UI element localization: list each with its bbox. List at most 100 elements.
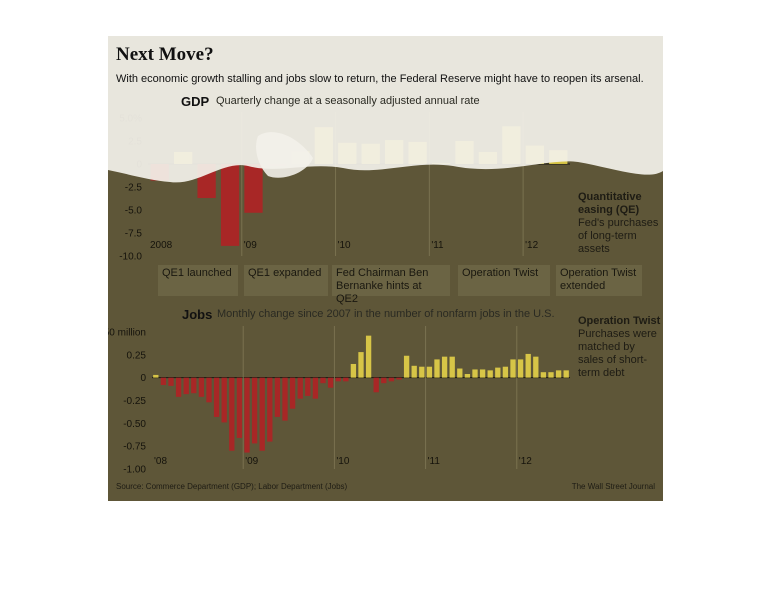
jobs-bar <box>221 377 227 423</box>
jobs-bar <box>419 366 425 378</box>
jobs-bar <box>327 377 334 388</box>
jobs-bar <box>335 377 341 382</box>
jobs-bar <box>191 377 197 394</box>
event-label: QE1 launched <box>162 267 232 279</box>
event-qe1-launched: QE1 launched <box>158 265 238 296</box>
jobs-bar <box>388 377 395 382</box>
jobs-bar <box>175 377 182 397</box>
qe-annotation: Quantitative easing (QE) Fed's purchases… <box>578 191 662 256</box>
jobs-bar <box>236 377 243 438</box>
jobs-y-tick-label: -0.50 <box>123 419 146 430</box>
jobs-bar <box>320 377 326 384</box>
jobs-bar <box>441 356 448 378</box>
event-operation-twist-extended: Operation Twist extended <box>556 265 642 296</box>
jobs-bar <box>350 363 357 378</box>
jobs-bar <box>168 377 174 386</box>
jobs-bar <box>548 372 554 378</box>
qe-annotation-text: Fed's purchases of long-term assets <box>578 217 659 255</box>
gdp-bar <box>220 164 240 246</box>
jobs-bar <box>251 377 258 444</box>
jobs-bar <box>183 377 189 395</box>
jobs-bar <box>153 374 159 378</box>
jobs-y-tick-label: -0.25 <box>123 396 146 407</box>
gdp-chart-title: GDP <box>181 94 210 109</box>
jobs-bar <box>555 370 562 378</box>
jobs-bar <box>373 377 379 393</box>
jobs-bar <box>297 377 303 399</box>
event-label: Operation Twist extended <box>560 267 637 292</box>
qe-annotation-title: Quantitative easing (QE) <box>578 191 642 216</box>
jobs-x-tick-label: '09 <box>245 456 258 467</box>
jobs-y-tick-label: 0.50 million <box>108 328 146 339</box>
jobs-bar <box>305 377 311 396</box>
jobs-bar <box>259 377 265 451</box>
jobs-bar <box>487 370 493 378</box>
jobs-y-tick-label: -0.75 <box>123 442 146 453</box>
jobs-bar <box>198 377 205 397</box>
jobs-bar <box>533 356 539 378</box>
jobs-bar <box>434 359 440 378</box>
jobs-x-tick-label: '10 <box>336 456 349 467</box>
jobs-y-tick-label: 0 <box>140 373 146 384</box>
jobs-bars <box>153 335 569 453</box>
jobs-bar <box>449 356 455 378</box>
gdp-y-tick-label: -7.5 <box>125 229 143 240</box>
event-label: Operation Twist <box>462 267 539 279</box>
jobs-bar <box>312 377 319 399</box>
gdp-chart-subtitle: Quarterly change at a seasonally adjuste… <box>216 95 480 107</box>
jobs-bar <box>160 377 167 385</box>
jobs-bar <box>229 377 235 451</box>
twist-annotation-title: Operation Twist <box>578 315 661 327</box>
jobs-bar <box>411 365 417 378</box>
jobs-y-tick-label: 0.25 <box>127 350 147 361</box>
jobs-bar <box>244 377 250 453</box>
event-qe1-expanded: QE1 expanded <box>244 265 328 296</box>
jobs-bar <box>495 367 501 378</box>
gdp-bar <box>244 164 263 213</box>
page-title: Next Move? <box>116 44 214 65</box>
jobs-bar <box>358 352 364 378</box>
jobs-bar <box>563 370 569 378</box>
gdp-x-tick-label: '12 <box>525 240 538 251</box>
jobs-chart-subtitle: Monthly change since 2007 in the number … <box>217 308 555 320</box>
gdp-x-tick-label: '11 <box>431 240 444 251</box>
jobs-chart-title: Jobs <box>182 307 213 322</box>
jobs-bar <box>517 359 524 378</box>
jobs-bar <box>206 377 212 403</box>
jobs-bar <box>472 369 478 378</box>
source-note: Source: Commerce Department (GDP); Labor… <box>116 482 348 491</box>
jobs-bar <box>396 377 402 380</box>
event-label: Fed Chairman Ben Bernanke hints at QE2 <box>336 267 429 305</box>
gdp-x-tick-label: 2008 <box>150 240 173 251</box>
jobs-bar <box>457 368 463 378</box>
credit-note: The Wall Street Journal <box>571 482 655 491</box>
gdp-y-tick-label: -10.0 <box>119 252 142 263</box>
jobs-y-tick-label: -1.00 <box>123 465 146 476</box>
chart-panel: 5.0%2.50-2.5-5.0-7.5-10.02008'09'10'11'1… <box>108 36 663 501</box>
gdp-y-tick-label: -2.5 <box>125 183 143 194</box>
twist-annotation-text: Purchases were matched by sales of short… <box>578 328 657 379</box>
jobs-bar <box>289 377 296 409</box>
jobs-x-tick-label: '12 <box>519 456 532 467</box>
highlight-overlay <box>108 36 663 183</box>
jobs-bar <box>274 377 281 417</box>
twist-annotation: Operation Twist Purchases were matched b… <box>578 315 662 380</box>
jobs-bar <box>426 366 433 378</box>
jobs-bar <box>502 366 509 378</box>
jobs-x-tick-label: '08 <box>154 456 167 467</box>
jobs-bar <box>213 377 220 417</box>
jobs-bar <box>343 377 349 382</box>
event-operation-twist: Operation Twist <box>458 265 550 296</box>
gdp-x-tick-label: '09 <box>244 240 257 251</box>
jobs-bar <box>403 355 410 378</box>
jobs-bar <box>267 377 273 442</box>
gdp-y-tick-label: -5.0 <box>125 206 143 217</box>
jobs-bar <box>464 374 471 378</box>
jobs-bar <box>282 377 288 421</box>
jobs-bar <box>381 377 387 384</box>
jobs-bar <box>365 335 372 378</box>
jobs-bar <box>525 353 531 378</box>
event-label: QE1 expanded <box>248 267 322 279</box>
jobs-bar <box>540 372 547 378</box>
jobs-bar <box>479 369 486 378</box>
